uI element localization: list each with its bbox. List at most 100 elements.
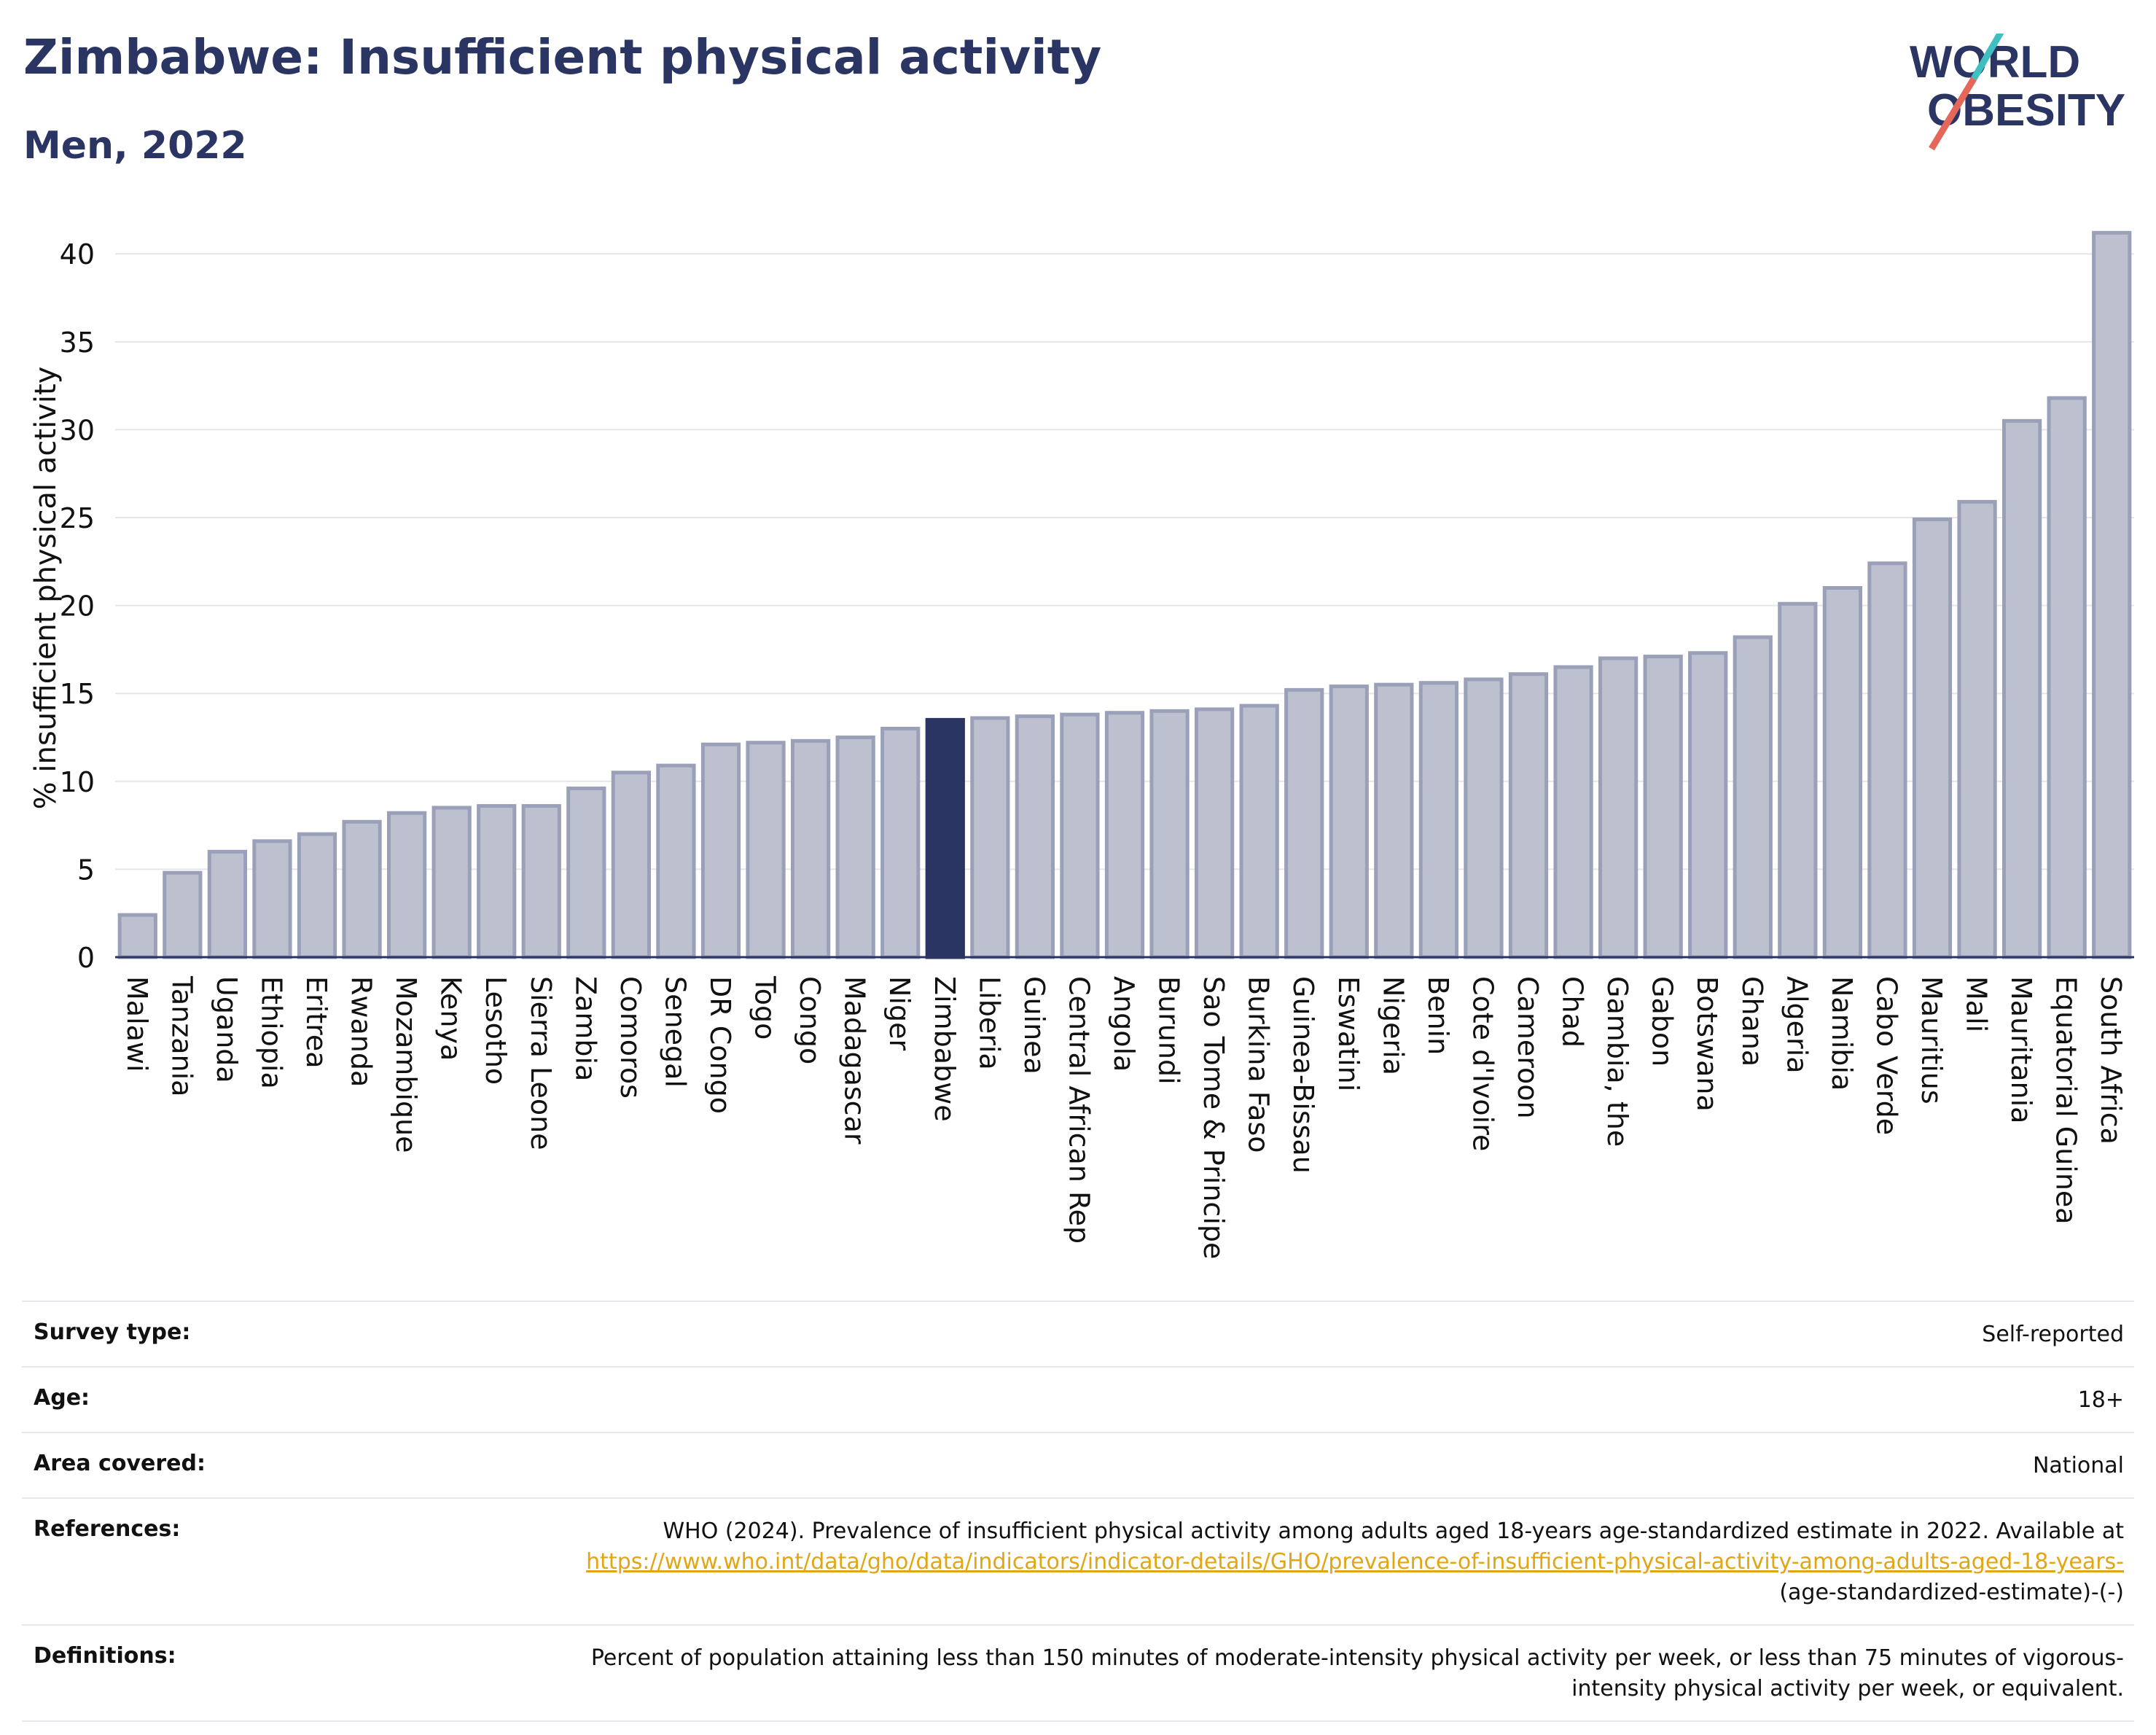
x-tick-label: Kenya — [435, 976, 467, 1061]
x-tick-label: Burundi — [1153, 976, 1185, 1085]
x-tick-label: Uganda — [211, 976, 243, 1083]
x-tick-label: Congo — [794, 976, 826, 1064]
references-link[interactable]: https://www.who.int/data/gho/data/indica… — [586, 1549, 2124, 1575]
age-label: Age: — [34, 1385, 90, 1411]
x-tick-label: Equatorial Guinea — [2050, 976, 2082, 1225]
references-text: WHO (2024). Prevalence of insufficient p… — [663, 1518, 2124, 1544]
x-tick-label: Mali — [1961, 976, 1993, 1032]
info-row-age: Age: 18+ — [22, 1366, 2134, 1432]
info-table: Survey type: Self-reported Age: 18+ Area… — [22, 1301, 2134, 1722]
bar — [1015, 714, 1055, 959]
x-tick-label: Lesotho — [480, 976, 512, 1085]
page-title: Zimbabwe: Insufficient physical activity — [23, 29, 1102, 85]
x-tick-label: Burkina Faso — [1243, 976, 1275, 1153]
survey-type-value: Self-reported — [1982, 1322, 2124, 1347]
references-suffix: (age-standardized-estimate)-(-) — [1779, 1580, 2124, 1605]
x-tick-label: Cabo Verde — [1870, 976, 1902, 1135]
bar — [1688, 651, 1728, 959]
bar — [1284, 687, 1324, 959]
bar — [1643, 655, 1683, 959]
bar — [566, 786, 606, 959]
bar — [117, 913, 157, 959]
bar — [342, 819, 382, 959]
bar — [521, 804, 561, 959]
age-value: 18+ — [2077, 1387, 2124, 1413]
bar — [925, 717, 965, 959]
bar — [970, 716, 1010, 959]
x-tick-label: Zambia — [569, 976, 601, 1081]
references-value: WHO (2024). Prevalence of insufficient p… — [535, 1516, 2124, 1608]
x-tick-label: Botswana — [1691, 976, 1723, 1112]
bar — [1060, 712, 1100, 959]
definitions-label: Definitions: — [34, 1643, 176, 1669]
bar — [1778, 601, 1818, 959]
bar — [2047, 396, 2087, 959]
bar-chart: 0 5 10 15 20 25 30 35 40 % insufficient physical … — [29, 230, 2134, 1259]
bar — [1149, 709, 1190, 959]
x-tick-label: Namibia — [1826, 976, 1858, 1091]
y-tick-label: 15 — [60, 678, 95, 710]
bar — [2092, 230, 2132, 959]
world-obesity-logo: WORLD OBESITY — [1910, 34, 2125, 151]
y-axis-title: % insufficient physical activity — [29, 367, 63, 810]
bar — [1912, 517, 1953, 959]
bar — [656, 763, 696, 959]
bar — [2001, 418, 2042, 959]
page-subtitle: Men, 2022 — [23, 124, 247, 168]
x-tick-label: Zimbabwe — [929, 976, 961, 1122]
logo-slash-red — [1929, 77, 1977, 151]
x-tick-label: Sao Tome & Principe — [1198, 976, 1230, 1259]
bar — [477, 804, 517, 959]
x-tick-label: Cameroon — [1512, 976, 1544, 1119]
x-tick-label: Cote d'Ivoire — [1466, 976, 1499, 1151]
x-tick-label: Mozambique — [390, 976, 422, 1153]
x-tick-label: Senegal — [659, 976, 691, 1088]
x-tick-label: Benin — [1422, 976, 1454, 1055]
area-value: National — [2032, 1453, 2124, 1478]
bar — [386, 811, 427, 959]
x-tick-label: Rwanda — [345, 976, 378, 1087]
x-tick-label: Togo — [749, 975, 781, 1040]
x-tick-label: South Africa — [2095, 976, 2127, 1145]
bar — [1598, 656, 1639, 959]
bar — [1194, 707, 1235, 959]
bar — [1508, 672, 1549, 959]
bar — [611, 771, 652, 959]
x-tick-label: DR Congo — [704, 976, 736, 1114]
area-label: Area covered: — [34, 1451, 206, 1476]
y-tick-label: 25 — [60, 502, 95, 534]
logo-line2: OBESITY — [1927, 85, 2125, 136]
bar — [1867, 561, 1907, 959]
x-tick-label: Malawi — [121, 976, 153, 1072]
x-tick-label: Mauritius — [1915, 976, 1948, 1104]
x-tick-label: Ghana — [1736, 976, 1768, 1067]
bar — [163, 870, 203, 959]
x-tick-label: Eswatini — [1332, 976, 1364, 1091]
x-tick-label: Gabon — [1647, 976, 1679, 1067]
bar — [746, 741, 786, 959]
bar — [1104, 711, 1145, 959]
bar — [1418, 681, 1459, 959]
x-tick-label: Ethiopia — [255, 976, 287, 1089]
logo-slash-teal — [1971, 34, 2004, 81]
definitions-value: Percent of population attaining less tha… — [590, 1645, 2124, 1701]
bar — [1733, 635, 1773, 959]
info-row-survey-type: Survey type: Self-reported — [22, 1301, 2134, 1366]
bar — [1957, 499, 1997, 959]
x-tick-label: Tanzania — [165, 975, 198, 1096]
bar — [1329, 685, 1369, 959]
x-tick-label: Algeria — [1781, 976, 1813, 1074]
bar — [1822, 586, 1863, 959]
x-tick-label: Gambia, the — [1601, 976, 1633, 1147]
info-row-references: References: WHO (2024). Prevalence of in… — [22, 1497, 2134, 1624]
y-tick-label: 0 — [77, 942, 95, 974]
bar — [700, 742, 741, 959]
y-tick-label: 40 — [60, 238, 95, 270]
info-row-definitions: Definitions: Percent of population attai… — [22, 1624, 2134, 1722]
x-tick-label: Liberia — [973, 976, 1005, 1070]
bar — [1239, 703, 1279, 959]
bar — [835, 736, 875, 959]
y-tick-label: 20 — [60, 590, 95, 623]
x-tick-label: Mauritania — [2005, 976, 2037, 1123]
bar — [1374, 682, 1414, 959]
